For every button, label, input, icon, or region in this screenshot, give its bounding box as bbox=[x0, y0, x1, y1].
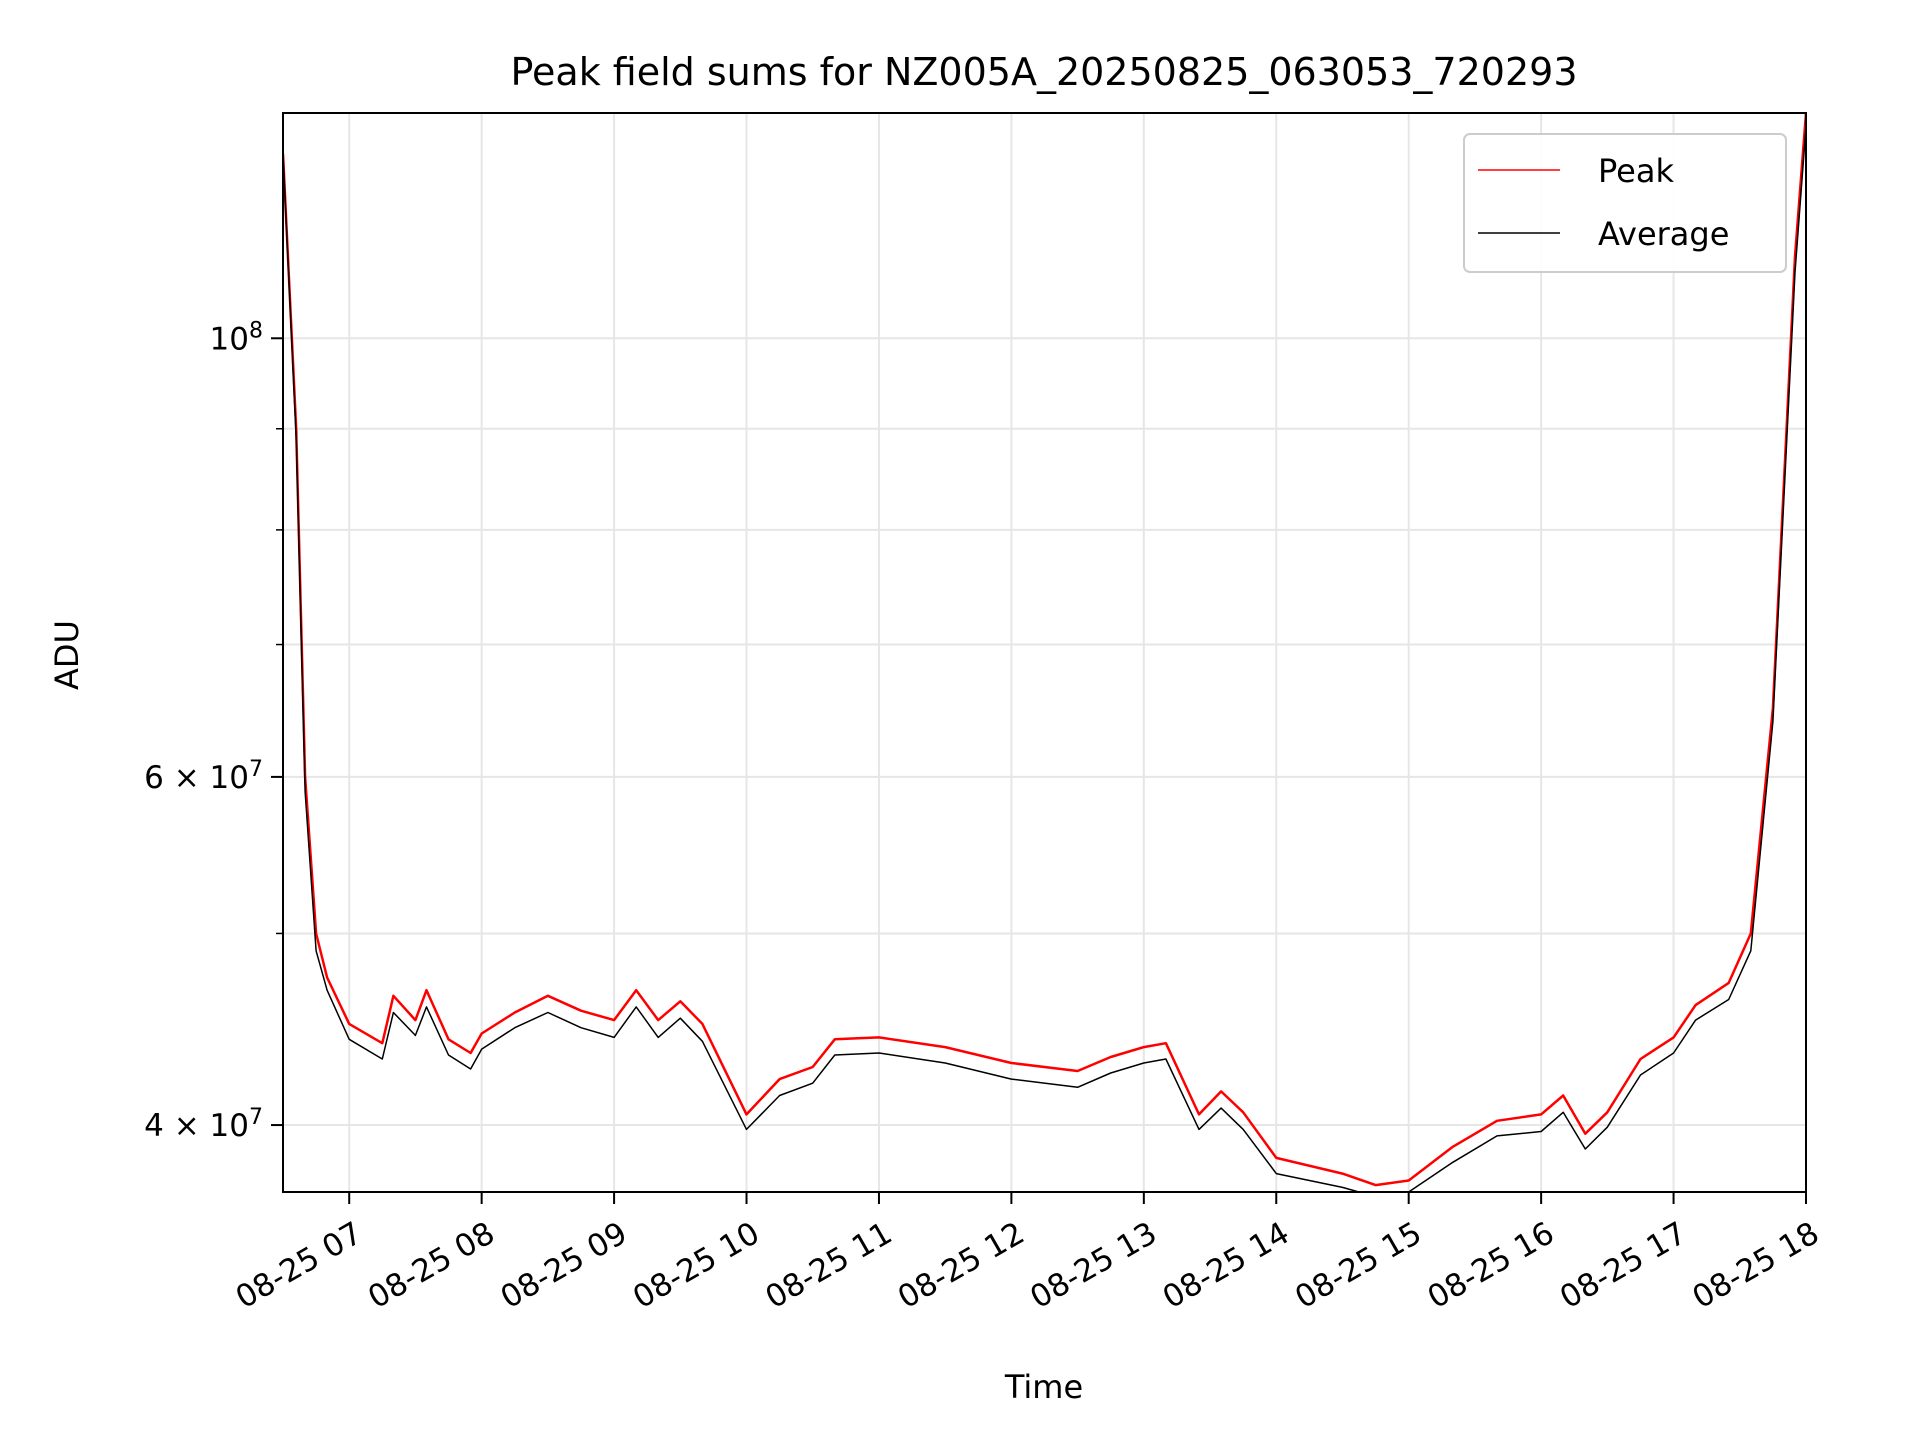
y-tick-label: 108 bbox=[210, 318, 263, 358]
grid bbox=[283, 113, 1807, 1192]
legend-box bbox=[1463, 133, 1787, 273]
y-axis: 4 × 107 6 × 107 108 bbox=[144, 318, 283, 1144]
plot-lines bbox=[283, 113, 1806, 1192]
legend-label-peak: Peak bbox=[1598, 152, 1674, 190]
plot-frame bbox=[282, 112, 1807, 1193]
series-line-peak bbox=[283, 113, 1806, 1187]
legend: Peak Average bbox=[1463, 133, 1787, 273]
y-axis-label: ADU bbox=[48, 620, 86, 690]
series-line-average bbox=[283, 126, 1806, 1192]
y-tick-label: 6 × 107 bbox=[144, 756, 263, 796]
chart-title: Peak field sums for NZ005A_20250825_0630… bbox=[510, 50, 1577, 94]
y-tick-label: 4 × 107 bbox=[144, 1105, 263, 1145]
legend-label-average: Average bbox=[1598, 215, 1729, 253]
x-axis-label: Time bbox=[1004, 1368, 1083, 1406]
